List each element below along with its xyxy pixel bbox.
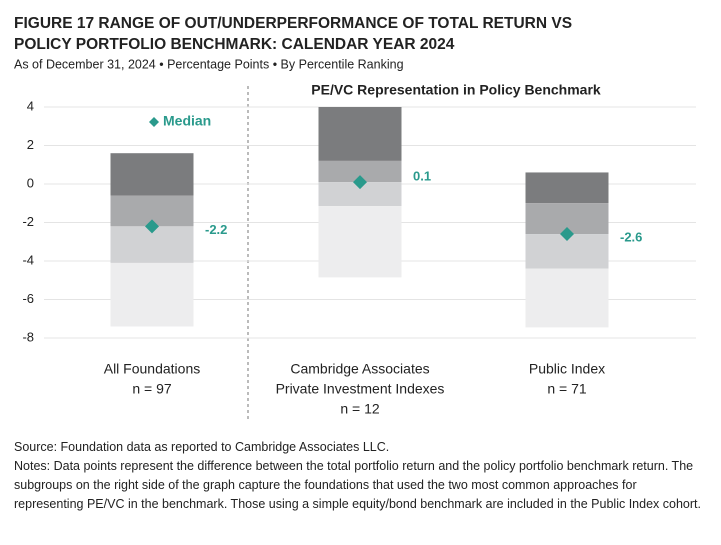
- legend-label: Median: [163, 113, 211, 129]
- x-tick-label: n = 71: [547, 381, 587, 397]
- range-segment: [318, 107, 402, 161]
- y-tick-label: -6: [22, 291, 34, 306]
- median-label: -2.2: [205, 222, 227, 237]
- x-tick-label: All Foundations: [104, 361, 201, 377]
- x-tick-label: Public Index: [529, 361, 605, 377]
- median-marker: [145, 219, 159, 234]
- range-segment: [525, 172, 609, 204]
- annotation: PE/VC Representation in Policy Benchmark: [311, 82, 601, 98]
- range-segment: [318, 160, 402, 183]
- y-tick-label: 4: [27, 98, 34, 113]
- source: Source: Foundation data as reported to C…: [14, 440, 390, 454]
- y-tick-label: -2: [22, 214, 34, 229]
- x-tick-label: Private Investment Indexes: [276, 381, 445, 397]
- x-tick-label: Cambridge Associates: [290, 361, 429, 377]
- chart-title: FIGURE 17 RANGE OF OUT/UNDERPERFORMANCE …: [14, 15, 572, 32]
- y-tick-label: 2: [27, 137, 34, 152]
- y-tick-label: -4: [22, 252, 34, 267]
- legend-marker: [149, 117, 159, 127]
- notes: Notes: Data points represent the differe…: [14, 459, 701, 511]
- range-segment: [110, 262, 194, 327]
- range-segment: [318, 206, 402, 278]
- range-segment: [110, 153, 194, 196]
- chart: FIGURE 17 RANGE OF OUT/UNDERPERFORMANCE …: [14, 15, 696, 420]
- median-marker: [560, 227, 574, 242]
- x-tick-label: n = 97: [132, 381, 172, 397]
- chart-title: POLICY PORTFOLIO BENCHMARK: CALENDAR YEA…: [14, 36, 455, 53]
- x-tick-label: n = 12: [340, 401, 380, 417]
- median-label: 0.1: [413, 169, 431, 184]
- chart-subtitle: As of December 31, 2024 • Percentage Poi…: [14, 57, 404, 71]
- y-tick-label: -8: [22, 329, 34, 344]
- y-tick-label: 0: [27, 175, 34, 190]
- median-label: -2.6: [620, 229, 642, 244]
- range-segment: [525, 268, 609, 328]
- median-marker: [353, 175, 367, 190]
